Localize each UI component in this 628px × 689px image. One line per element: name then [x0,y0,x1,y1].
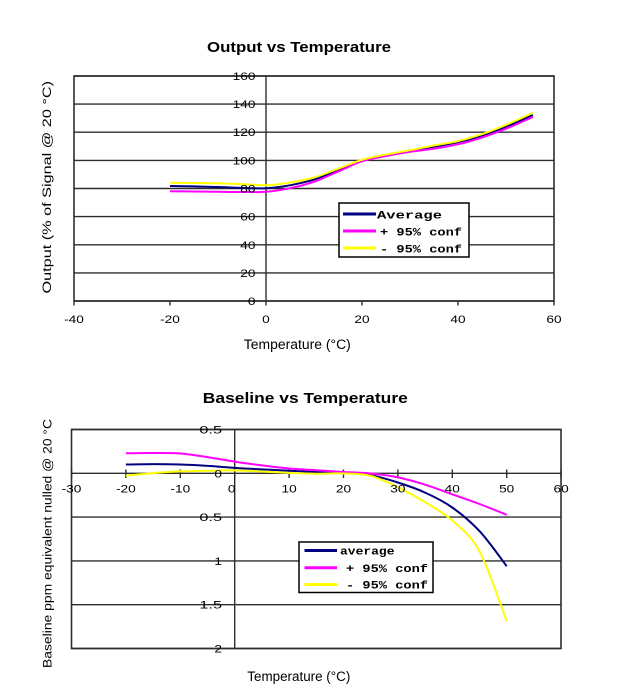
svg-text:0: 0 [262,314,270,326]
svg-text:20: 20 [336,484,351,496]
svg-text:60: 60 [546,314,561,326]
svg-text:10: 10 [282,484,297,496]
svg-text:average: average [340,547,395,559]
svg-text:Output (% of Signal @ 20 °C): Output (% of Signal @ 20 °C) [42,81,54,294]
svg-text:+ 95% conf: + 95% conf [380,228,462,240]
svg-text:120: 120 [233,127,256,139]
svg-text:0: 0 [214,468,222,480]
svg-text:-20: -20 [160,314,180,326]
svg-text:20: 20 [240,268,255,280]
svg-text:-20: -20 [116,484,136,496]
svg-text:- 95% conf: - 95% conf [346,581,428,593]
svg-text:Average: Average [377,211,443,223]
svg-text:Baseline vs Temperature: Baseline vs Temperature [203,391,408,407]
svg-text:20: 20 [354,314,369,326]
svg-text:-40: -40 [64,314,84,326]
svg-text:Output vs Temperature: Output vs Temperature [207,40,391,56]
svg-text:60: 60 [554,484,569,496]
svg-text:100: 100 [233,155,256,167]
svg-text:Temperature (°C): Temperature (°C) [244,337,351,352]
svg-text:-30: -30 [62,484,82,496]
svg-text:50: 50 [499,484,514,496]
svg-text:0.5: 0.5 [199,425,222,437]
svg-text:- 95% conf: - 95% conf [380,245,462,257]
svg-text:30: 30 [390,484,405,496]
svg-text:Temperature (°C): Temperature (°C) [247,669,350,684]
svg-text:40: 40 [445,484,460,496]
svg-text:0: 0 [228,484,236,496]
svg-text:+ 95% conf: + 95% conf [346,564,428,576]
svg-text:0.5: 0.5 [199,512,222,524]
svg-text:60: 60 [240,212,255,224]
svg-text:40: 40 [450,314,465,326]
svg-text:Baseline ppm equivalent nulled: Baseline ppm equivalent nulled @ 20 °C [42,419,54,668]
svg-text:1: 1 [214,556,222,568]
svg-text:-10: -10 [170,484,190,496]
svg-text:1.5: 1.5 [199,600,222,612]
svg-text:40: 40 [240,240,255,252]
svg-text:0: 0 [248,296,256,308]
svg-text:80: 80 [240,184,255,196]
svg-text:140: 140 [233,99,256,111]
svg-text:160: 160 [233,71,256,83]
svg-text:2: 2 [214,644,222,656]
